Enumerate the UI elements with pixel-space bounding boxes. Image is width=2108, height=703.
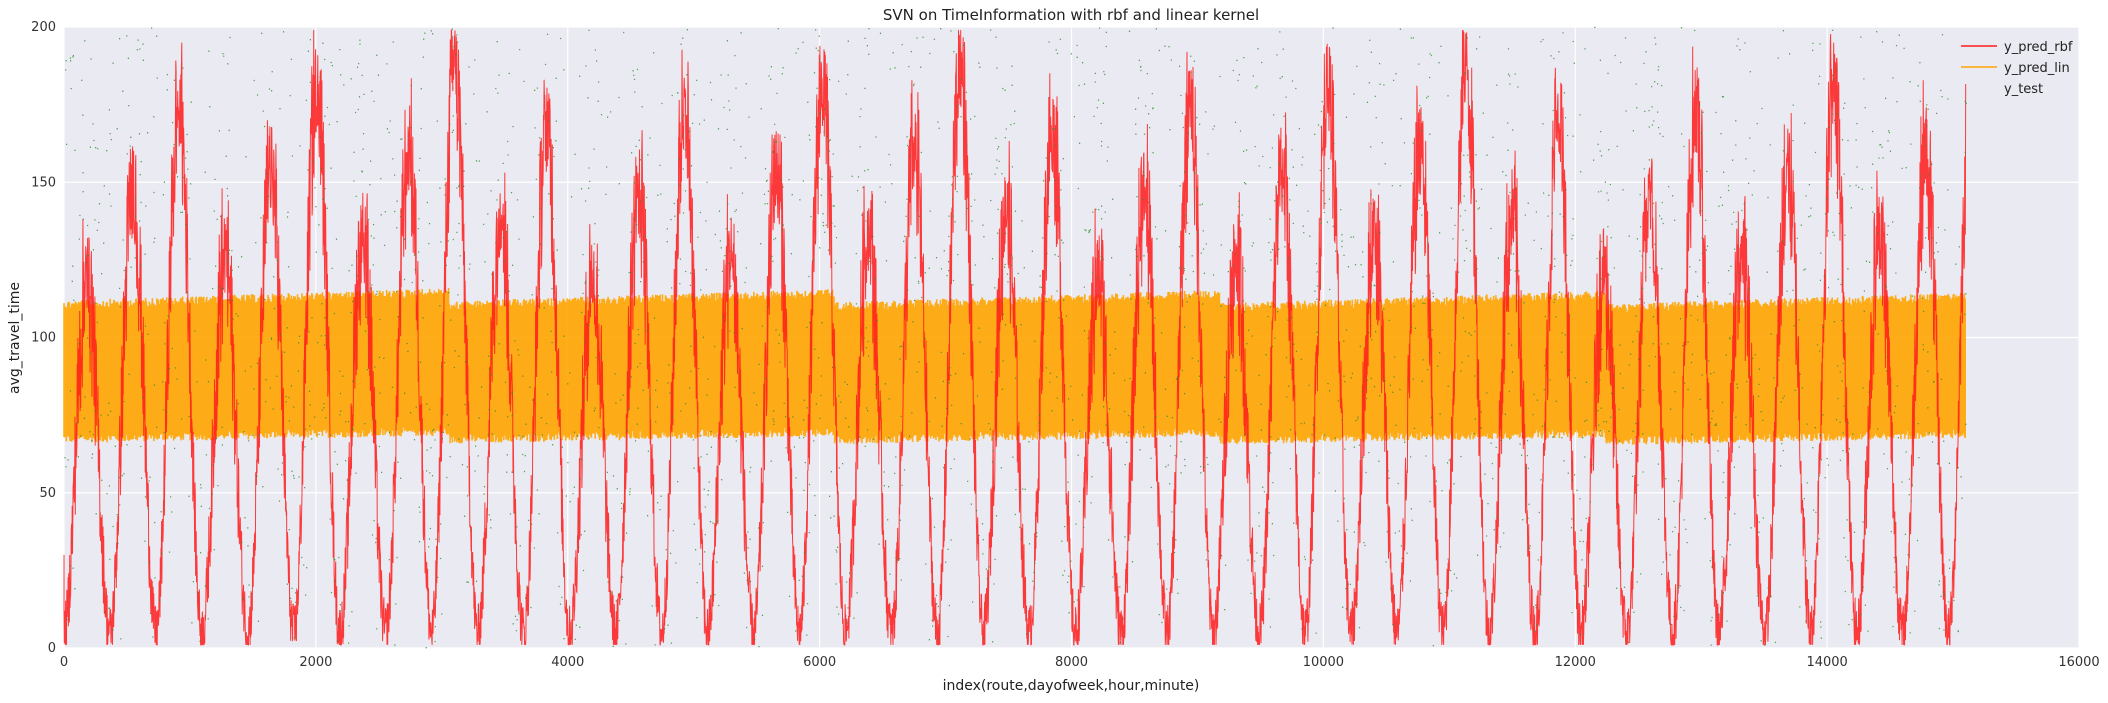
x-tick-label: 12000: [1555, 655, 1596, 670]
legend-label-test: y_test: [2004, 82, 2043, 97]
x-tick-label: 0: [60, 655, 68, 670]
x-tick-label: 14000: [1806, 655, 1847, 670]
x-tick-label: 8000: [1055, 655, 1088, 670]
rbf-line: [63, 29, 1967, 647]
legend-label-lin: y_pred_lin: [2004, 61, 2070, 76]
x-tick-label: 10000: [1303, 655, 1344, 670]
x-tick-label: 2000: [299, 655, 332, 670]
y-tick-label: 0: [48, 641, 56, 656]
legend: y_pred_rbf y_pred_lin y_test: [1961, 40, 2073, 97]
series-y-pred-rbf: [63, 29, 1967, 647]
test-points: [64, 26, 1967, 649]
y-tick-label: 150: [31, 175, 56, 190]
y-axis-label: avg_travel_time: [7, 282, 23, 394]
y-tick-label: 100: [31, 331, 56, 346]
legend-label-rbf: y_pred_rbf: [2004, 40, 2073, 55]
series-y-test: [64, 26, 1967, 649]
y-tick-label: 200: [31, 20, 56, 35]
x-tick-label: 16000: [2058, 655, 2099, 670]
x-tick-label: 4000: [551, 655, 584, 670]
series-y-pred-lin: [63, 287, 1966, 445]
lin-band: [63, 287, 1966, 445]
x-tick-label: 6000: [803, 655, 836, 670]
axis-ticks: 0 2000 4000 6000 8000 10000 12000 14000 16000 0 50…: [31, 20, 2100, 670]
chart-title: SVN on TimeInformation with rbf and line…: [883, 6, 1259, 24]
y-tick-label: 50: [39, 486, 56, 501]
x-axis-label: index(route,dayofweek,hour,minute): [943, 678, 1200, 694]
